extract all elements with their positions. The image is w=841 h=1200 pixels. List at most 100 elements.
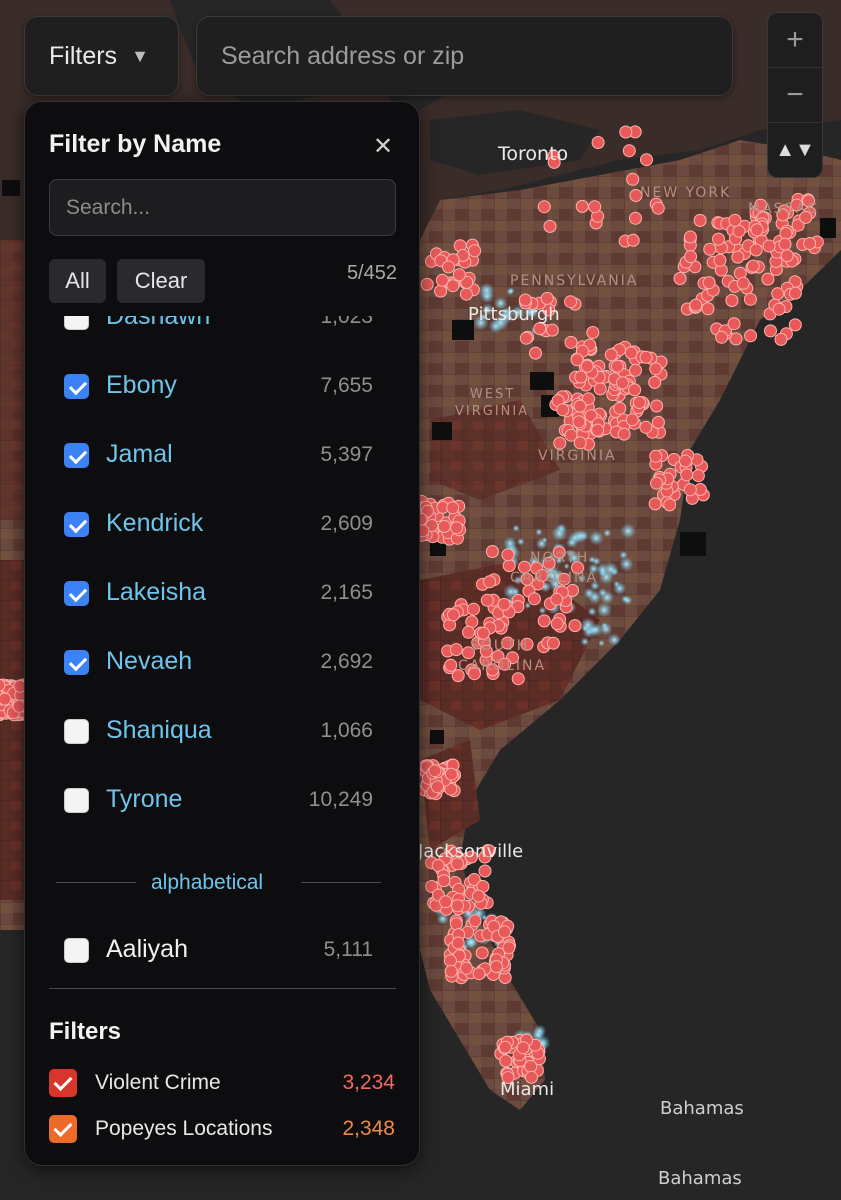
crime-marker bbox=[803, 237, 817, 250]
crime-marker bbox=[689, 298, 703, 312]
popeyes-marker bbox=[587, 607, 597, 616]
crime-marker bbox=[788, 286, 802, 300]
crime-marker bbox=[604, 348, 618, 362]
crime-marker bbox=[434, 284, 448, 298]
crime-marker bbox=[459, 287, 473, 301]
zoom-in-button[interactable]: + bbox=[768, 13, 822, 68]
checkbox[interactable] bbox=[64, 374, 89, 399]
crime-marker bbox=[564, 428, 578, 442]
checkbox[interactable] bbox=[64, 650, 89, 675]
crime-marker bbox=[679, 454, 692, 468]
crime-marker bbox=[451, 899, 465, 913]
crime-marker bbox=[543, 219, 557, 233]
crime-marker bbox=[533, 322, 547, 336]
zoom-out-button[interactable]: − bbox=[768, 68, 822, 123]
label-pennsylvania: PENNSYLVANIA bbox=[510, 273, 638, 289]
name-list[interactable]: Dashawn 1,023 Ebony 7,655 Jamal 5,397 Ke… bbox=[25, 316, 419, 984]
checkbox[interactable] bbox=[64, 316, 89, 330]
crime-marker bbox=[573, 399, 587, 413]
popeyes-marker bbox=[538, 606, 547, 615]
list-item[interactable]: Lakeisha 2,165 bbox=[25, 559, 419, 628]
popeyes-marker bbox=[512, 524, 520, 532]
crime-marker bbox=[749, 243, 763, 257]
label-carolina-nc: CAROLINA bbox=[510, 570, 598, 586]
filter-popeyes-locations[interactable]: Popeyes Locations 2,348 bbox=[25, 1110, 419, 1150]
crime-marker bbox=[571, 561, 584, 575]
filters-button[interactable]: Filters ▼ bbox=[24, 16, 179, 96]
crime-marker bbox=[519, 331, 533, 345]
crime-marker bbox=[570, 353, 584, 367]
popeyes-marker bbox=[506, 288, 514, 296]
crime-marker bbox=[444, 964, 458, 978]
crime-marker bbox=[649, 362, 663, 376]
popeyes-marker bbox=[494, 296, 508, 310]
list-item[interactable]: Tyrone 10,249 bbox=[25, 766, 419, 835]
checkbox[interactable] bbox=[64, 719, 89, 744]
crime-marker bbox=[535, 569, 549, 582]
crime-marker bbox=[799, 210, 813, 224]
checkbox[interactable] bbox=[64, 443, 89, 468]
checkbox[interactable] bbox=[64, 512, 89, 537]
crime-marker bbox=[582, 392, 595, 406]
crime-marker bbox=[574, 370, 588, 384]
crime-marker bbox=[552, 546, 566, 559]
checkbox[interactable] bbox=[64, 788, 89, 813]
popeyes-marker bbox=[566, 537, 578, 549]
crime-marker bbox=[485, 545, 499, 558]
name-count: 1,066 bbox=[320, 719, 373, 742]
crime-marker bbox=[524, 1060, 538, 1073]
address-search-bar[interactable] bbox=[196, 16, 733, 96]
name-search-field[interactable] bbox=[49, 179, 396, 236]
checkbox[interactable] bbox=[49, 1069, 77, 1097]
close-icon[interactable]: ✕ bbox=[373, 133, 394, 160]
label-miami: Miami bbox=[500, 1079, 554, 1100]
popeyes-marker bbox=[465, 936, 479, 949]
crime-marker bbox=[480, 593, 494, 607]
list-item[interactable]: Nevaeh 2,692 bbox=[25, 628, 419, 697]
list-item[interactable]: Ebony 7,655 bbox=[25, 352, 419, 421]
clear-button[interactable]: Clear bbox=[117, 259, 205, 303]
crime-marker bbox=[712, 232, 725, 246]
list-item[interactable]: Kendrick 2,609 bbox=[25, 490, 419, 559]
filter-violent-crime[interactable]: Violent Crime 3,234 bbox=[25, 1064, 419, 1104]
popeyes-marker bbox=[524, 602, 532, 609]
crime-marker bbox=[446, 279, 460, 293]
list-item[interactable]: Shaniqua 1,066 bbox=[25, 697, 419, 766]
name-count: 5,397 bbox=[320, 443, 373, 466]
compass-button[interactable]: ▲▼ bbox=[775, 138, 815, 161]
popeyes-marker bbox=[546, 568, 561, 583]
select-all-button[interactable]: All bbox=[49, 259, 106, 303]
crime-marker bbox=[547, 155, 561, 169]
crime-marker bbox=[625, 413, 639, 427]
name-search-input[interactable] bbox=[50, 180, 395, 235]
crime-marker bbox=[467, 873, 481, 886]
crime-marker bbox=[498, 657, 512, 671]
section-label: alphabetical bbox=[151, 871, 264, 894]
county-block bbox=[430, 730, 444, 744]
checkbox[interactable] bbox=[64, 938, 89, 963]
crime-marker bbox=[650, 476, 663, 490]
popeyes-marker bbox=[535, 537, 548, 550]
crime-marker bbox=[580, 359, 594, 373]
name-count: 1,023 bbox=[320, 316, 373, 328]
checkbox[interactable] bbox=[49, 1115, 77, 1143]
list-item[interactable]: Aaliyah 5,111 bbox=[25, 916, 419, 984]
crime-marker bbox=[648, 375, 662, 389]
crime-marker bbox=[472, 967, 486, 981]
crime-marker bbox=[619, 125, 633, 139]
crime-marker bbox=[617, 427, 631, 441]
crime-marker bbox=[732, 224, 746, 238]
address-search-input[interactable] bbox=[197, 17, 732, 95]
popeyes-marker bbox=[503, 536, 517, 551]
name-count: 10,249 bbox=[308, 788, 373, 811]
crime-marker bbox=[649, 449, 663, 463]
crime-marker bbox=[557, 572, 571, 586]
checkbox[interactable] bbox=[64, 581, 89, 606]
crime-marker bbox=[442, 260, 455, 274]
crime-marker bbox=[540, 291, 554, 305]
list-item[interactable]: Dashawn 1,023 bbox=[25, 316, 419, 352]
crime-marker bbox=[683, 230, 697, 244]
crime-marker bbox=[501, 1071, 515, 1084]
list-item[interactable]: Jamal 5,397 bbox=[25, 421, 419, 490]
county-block bbox=[680, 532, 706, 556]
